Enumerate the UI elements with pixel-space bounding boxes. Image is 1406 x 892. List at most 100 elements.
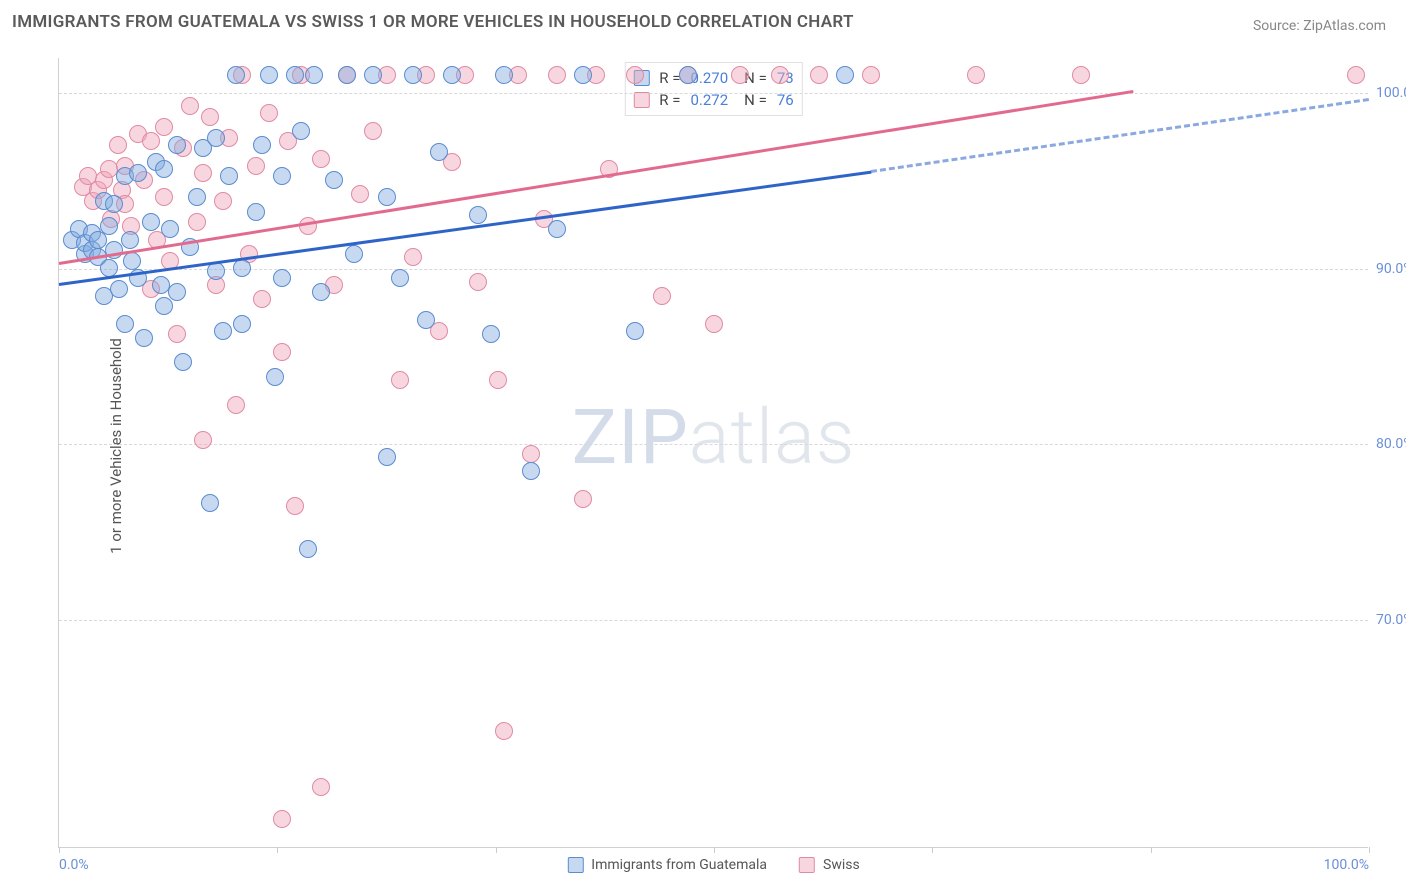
x-tick [1151, 847, 1152, 853]
x-tick [1369, 847, 1370, 853]
legend-row: R = 0.270N = 73 [633, 67, 793, 89]
data-point [188, 188, 206, 206]
data-point [495, 722, 513, 740]
data-point [299, 540, 317, 558]
y-tick-label: 90.0% [1376, 261, 1406, 277]
data-point [404, 66, 422, 84]
data-point [495, 66, 513, 84]
data-point [404, 248, 422, 266]
plot-area: ZIPatlas R = 0.270N = 73R = 0.272N = 76 … [58, 58, 1368, 848]
data-point [247, 203, 265, 221]
gridline [59, 620, 1368, 621]
x-tick [932, 847, 933, 853]
data-point [194, 431, 212, 449]
data-point [168, 325, 186, 343]
data-point [109, 136, 127, 154]
data-point [100, 259, 118, 277]
x-tick [59, 847, 60, 853]
data-point [325, 171, 343, 189]
data-point [378, 188, 396, 206]
chart-title: IMMIGRANTS FROM GUATEMALA VS SWISS 1 OR … [12, 12, 854, 32]
data-point [286, 497, 304, 515]
data-point [129, 164, 147, 182]
data-point [181, 97, 199, 115]
data-point [771, 66, 789, 84]
data-point [188, 213, 206, 231]
x-tick-label: 0.0% [59, 857, 89, 873]
data-point [201, 494, 219, 512]
data-point [142, 132, 160, 150]
data-point [194, 164, 212, 182]
data-point [161, 220, 179, 238]
data-point [260, 66, 278, 84]
data-point [135, 329, 153, 347]
x-tick [714, 847, 715, 853]
data-point [391, 269, 409, 287]
data-point [253, 136, 271, 154]
data-point [364, 122, 382, 140]
data-point [155, 118, 173, 136]
data-point [391, 371, 409, 389]
data-point [168, 283, 186, 301]
data-point [679, 66, 697, 84]
data-point [626, 66, 644, 84]
legend-swatch [567, 857, 583, 873]
data-point [522, 462, 540, 480]
data-point [266, 368, 284, 386]
trend-line [871, 98, 1369, 173]
data-point [469, 206, 487, 224]
source-label: Source: ZipAtlas.com [1253, 18, 1386, 34]
data-point [522, 445, 540, 463]
data-point [836, 66, 854, 84]
data-point [273, 343, 291, 361]
data-point [110, 280, 128, 298]
watermark: ZIPatlas [572, 392, 856, 482]
data-point [123, 252, 141, 270]
data-point [273, 269, 291, 287]
x-tick [277, 847, 278, 853]
x-tick [496, 847, 497, 853]
gridline [59, 444, 1368, 445]
data-point [305, 66, 323, 84]
data-point [417, 311, 435, 329]
data-point [443, 66, 461, 84]
data-point [100, 217, 118, 235]
data-point [105, 195, 123, 213]
data-point [378, 448, 396, 466]
data-point [574, 490, 592, 508]
data-point [174, 353, 192, 371]
data-point [214, 322, 232, 340]
data-point [260, 104, 278, 122]
data-point [142, 213, 160, 231]
data-point [292, 122, 310, 140]
data-point [214, 192, 232, 210]
data-point [155, 160, 173, 178]
data-point [253, 290, 271, 308]
data-point [227, 66, 245, 84]
y-tick-label: 70.0% [1376, 612, 1406, 628]
data-point [220, 167, 238, 185]
data-point [312, 283, 330, 301]
data-point [155, 188, 173, 206]
data-point [430, 143, 448, 161]
data-point [482, 325, 500, 343]
y-tick-label: 80.0% [1376, 436, 1406, 452]
data-point [862, 66, 880, 84]
data-point [286, 66, 304, 84]
legend-swatch [633, 92, 649, 108]
data-point [345, 245, 363, 263]
data-point [312, 150, 330, 168]
data-point [548, 66, 566, 84]
data-point [489, 371, 507, 389]
data-point [626, 322, 644, 340]
series-legend: Immigrants from GuatemalaSwiss [567, 857, 859, 873]
data-point [247, 157, 265, 175]
data-point [201, 108, 219, 126]
data-point [207, 129, 225, 147]
data-point [574, 66, 592, 84]
data-point [1347, 66, 1365, 84]
data-point [548, 220, 566, 238]
y-tick-label: 100.0% [1376, 85, 1406, 101]
data-point [351, 185, 369, 203]
data-point [731, 66, 749, 84]
